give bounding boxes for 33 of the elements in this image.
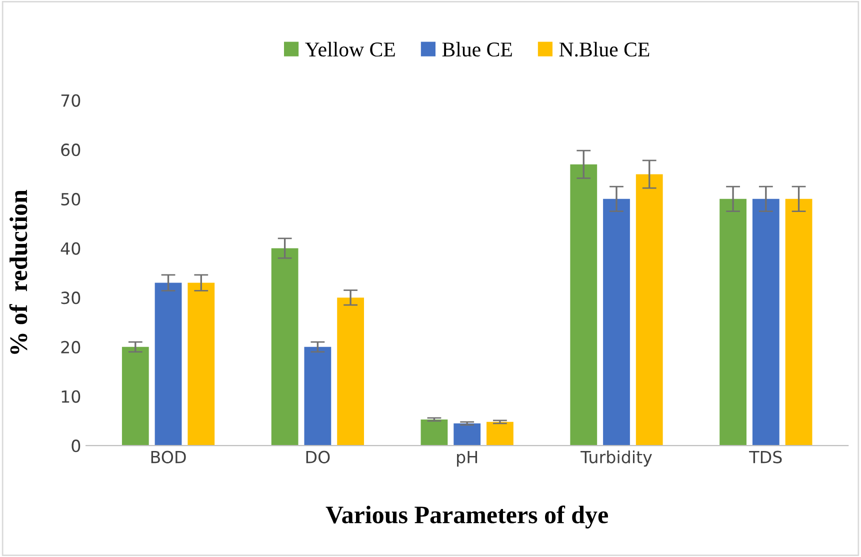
- y-tick-label: 30: [61, 292, 80, 304]
- y-tick-label: 60: [61, 144, 80, 156]
- bar: [603, 198, 630, 446]
- legend-label: Blue CE: [442, 42, 512, 57]
- x-tick-label: BOD: [151, 450, 186, 464]
- y-axis-title: % of reduction: [9, 190, 28, 354]
- y-tick-label: 50: [61, 192, 80, 206]
- y-tick-label: 20: [61, 340, 80, 354]
- legend-label: N.Blue CE: [559, 42, 650, 57]
- x-tick-label: DO: [306, 450, 330, 464]
- y-tick-label: 0: [72, 440, 80, 452]
- bar: [486, 422, 514, 446]
- y-tick-label: 70: [61, 94, 80, 107]
- bar: [420, 419, 448, 446]
- bar: [304, 346, 332, 446]
- bar: [785, 198, 812, 446]
- bar: [122, 346, 149, 446]
- bar: [454, 423, 481, 446]
- bar: [154, 282, 182, 446]
- bar: [337, 298, 364, 446]
- bar: [752, 198, 780, 446]
- bar: [271, 248, 298, 446]
- legend-label: Yellow CE: [305, 42, 395, 57]
- x-tick-label: Turbidity: [580, 450, 652, 467]
- x-tick-label: pH: [457, 450, 478, 467]
- bar: [570, 164, 598, 446]
- x-axis-title: Various Parameters of dye: [326, 505, 608, 528]
- bar: [636, 174, 663, 446]
- x-tick-label: TDS: [749, 450, 782, 464]
- bar: [188, 282, 215, 446]
- y-tick-label: 40: [60, 242, 80, 255]
- bar: [720, 198, 746, 446]
- y-tick-label: 10: [62, 390, 80, 403]
